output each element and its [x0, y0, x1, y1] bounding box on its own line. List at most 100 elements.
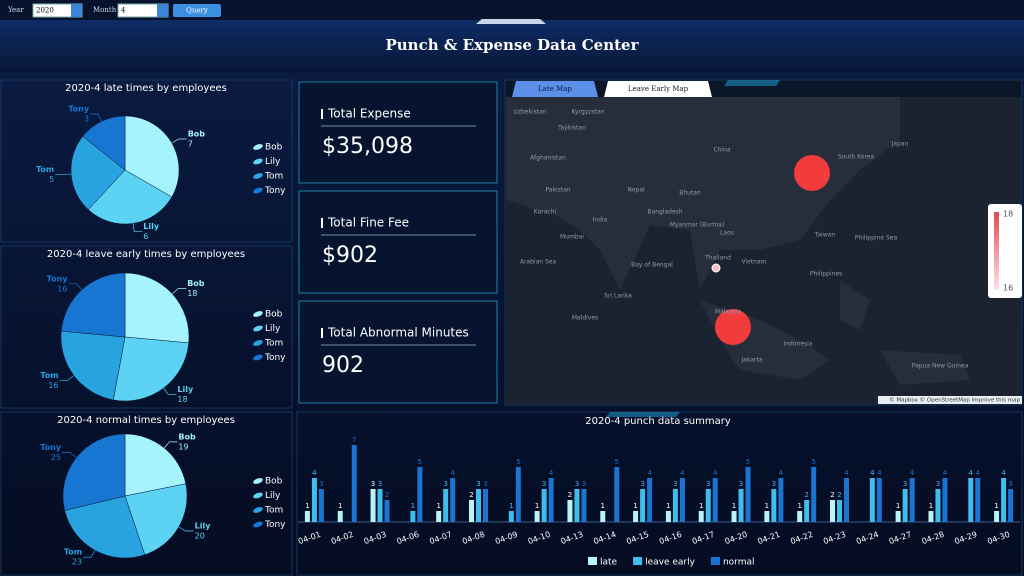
map-label: Papua New Guinea: [912, 363, 969, 370]
map-attribution: © Mapbox © OpenStreetMap Improve this ma…: [889, 397, 1020, 404]
bar: [410, 511, 416, 522]
decoration: [606, 412, 680, 417]
legend-icon: [253, 478, 263, 484]
legend-label: Bob: [265, 477, 283, 487]
legend-label: leave early: [645, 558, 696, 568]
bar-value-label: 2: [830, 491, 834, 499]
map-label: Bangladesh: [647, 209, 682, 216]
legend-label: Bob: [265, 310, 283, 320]
pie-slice: [124, 272, 190, 344]
bar-value-label: 1: [929, 502, 933, 510]
bar: [928, 511, 934, 522]
kpi-value: $902: [322, 243, 378, 268]
bar: [567, 500, 573, 522]
bar: [942, 478, 948, 522]
pie-slice: [70, 135, 126, 210]
legend-label: Tom: [264, 172, 283, 182]
legend-icon: [253, 325, 263, 332]
slice-value: 16: [57, 284, 67, 293]
label-leader: [171, 138, 187, 144]
panel: [0, 245, 293, 409]
bar: [994, 511, 1000, 522]
bar: [515, 467, 521, 522]
month-select-arrow: [157, 4, 168, 17]
map-label: Taiwan: [814, 232, 836, 239]
bar: [771, 489, 777, 522]
bar-value-label: 1: [509, 502, 513, 510]
slice-value: 6: [143, 232, 148, 241]
map-label: Bhutan: [679, 190, 701, 197]
slice-value: 20: [195, 532, 205, 541]
bar-value-label: 1: [765, 502, 769, 510]
map-label: Japan: [891, 141, 909, 148]
bar: [705, 489, 711, 522]
bar-value-label: 5: [746, 458, 750, 466]
bar: [869, 478, 875, 522]
bar: [640, 489, 646, 522]
kpi-label: Total Fine Fee: [327, 216, 409, 230]
slice-value: 7: [188, 140, 193, 149]
bar: [581, 489, 587, 522]
map-bubble: [794, 155, 830, 191]
slice-name: Tom: [64, 548, 82, 557]
label-leader: [172, 288, 187, 295]
bar-value-label: 1: [896, 502, 900, 510]
bar-value-label: 4: [680, 469, 685, 477]
slice-value: 16: [48, 381, 58, 390]
bar-value-label: 4: [870, 469, 875, 477]
bar-value-label: 4: [976, 469, 981, 477]
label-leader: [132, 223, 143, 232]
slice-value: 18: [177, 395, 187, 404]
legend-swatch: [633, 557, 643, 565]
label-leader: [68, 283, 83, 290]
bar: [384, 500, 390, 522]
query-button[interactable]: [173, 4, 221, 17]
slice-name: Tony: [68, 105, 90, 114]
slice-name: Lily: [195, 522, 212, 531]
map-label: Thailand: [704, 255, 731, 262]
bar-value-label: 3: [319, 480, 323, 488]
bar-value-label: 1: [666, 502, 670, 510]
bar-value-label: 3: [582, 480, 586, 488]
map-label: Maldives: [572, 315, 598, 322]
bar: [830, 500, 835, 522]
bar: [370, 489, 376, 522]
legend-label: Lily: [265, 491, 281, 501]
bar: [1001, 478, 1007, 522]
map-tab[interactable]: [512, 81, 598, 97]
label-leader: [163, 387, 177, 395]
map-label: Arabian Sea: [520, 259, 557, 266]
bar: [738, 489, 744, 522]
bar: [377, 489, 383, 522]
bar: [469, 500, 474, 522]
map-tab[interactable]: [604, 81, 712, 97]
bar-value-label: 4: [549, 469, 554, 477]
bar: [443, 489, 449, 522]
bar: [508, 511, 514, 522]
bar: [1008, 489, 1014, 522]
bar-value-label: 4: [1001, 469, 1006, 477]
bar-value-label: 5: [615, 458, 619, 466]
map-label: Karachi: [534, 209, 557, 216]
bar: [698, 511, 704, 522]
bar: [548, 478, 554, 522]
bar: [909, 478, 915, 522]
bar: [745, 467, 751, 522]
bar-value-label: 3: [1008, 480, 1012, 488]
bar-value-label: 4: [779, 469, 784, 477]
bar-value-label: 1: [633, 502, 637, 510]
bar: [975, 478, 981, 522]
kpi-label: Total Expense: [327, 107, 411, 121]
slice-value: 23: [72, 558, 82, 567]
panel: [0, 411, 293, 576]
map-label: Bay of Bengal: [631, 262, 673, 269]
slice-value: 19: [178, 442, 188, 451]
label-leader: [62, 452, 77, 458]
bar-value-label: 1: [535, 502, 539, 510]
pie-slice: [124, 433, 187, 497]
legend-label: Tony: [264, 520, 286, 530]
bar-value-label: 4: [844, 469, 849, 477]
bar-value-label: 4: [943, 469, 948, 477]
bar: [476, 489, 481, 522]
